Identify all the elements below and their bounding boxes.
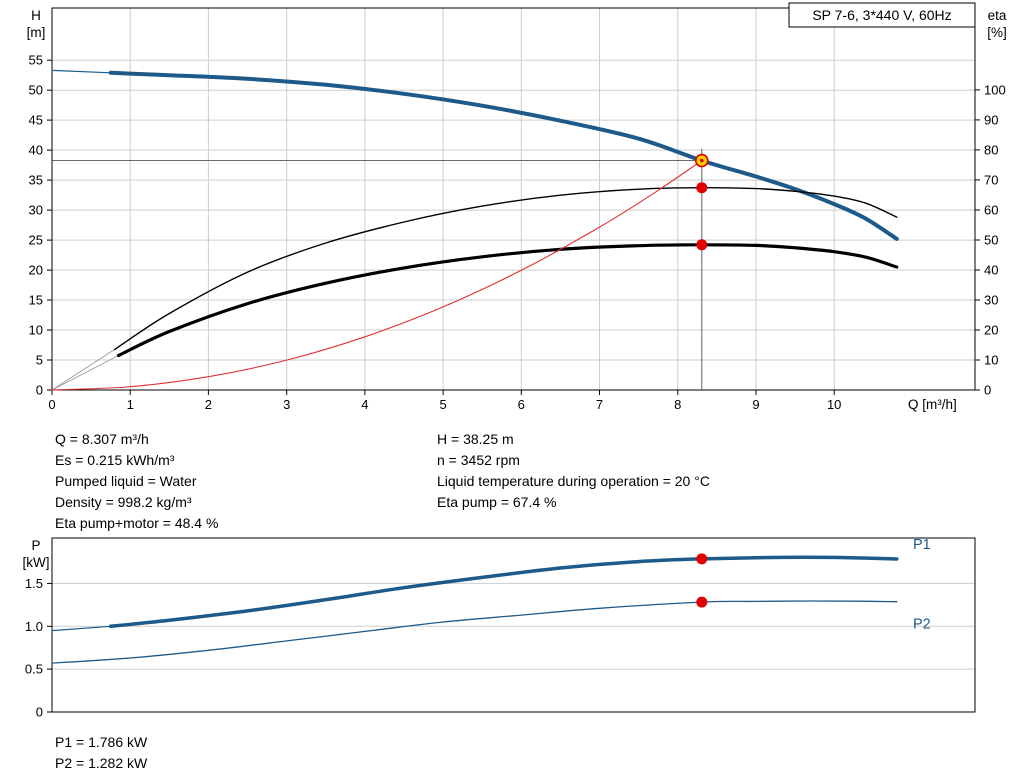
left-axis-label: H [31,8,41,23]
annotation-line: Es = 0.215 kWh/m³ [55,452,175,468]
right-tick-label: 50 [984,233,998,248]
right-tick-label: 40 [984,263,998,278]
right-tick-label: 30 [984,293,998,308]
title-box [788,2,976,28]
x-tick-label: 7 [596,397,603,412]
chart-title: SP 7-6, 3*440 V, 60Hz [812,7,951,23]
annotation-line: H = 38.25 m [437,431,514,447]
left-tick-label: 35 [29,173,43,188]
series-system-curve [51,160,703,391]
duty-data-right-column: H = 38.25 m n = 3452 rpm Liquid temperat… [437,429,710,513]
annotation-line: Density = 998.2 kg/m³ [55,494,192,510]
left-tick-label: 10 [29,323,43,338]
p2-value-line: P2 = 1.282 kW [55,755,148,771]
x-axis-label: Q [m³/h] [908,397,957,412]
series-p2-curve [51,600,898,664]
series-head-curve-leadin [51,69,112,74]
x-tick-label: 4 [361,397,368,412]
right-tick-label: 70 [984,172,998,187]
duty-data-left-column: Q = 8.307 m³/h Es = 0.215 kWh/m³ Pumped … [55,429,218,534]
x-tick-label: 3 [283,397,290,412]
right-tick-label: 100 [984,82,1006,97]
left-tick-label: 5 [36,353,43,368]
plot-border [51,537,976,713]
right-axis-label: [%] [987,25,1007,40]
left-tick-label: 20 [29,263,43,278]
annotation-line: Eta pump = 67.4 % [437,494,557,510]
left-tick-label: 55 [29,53,43,68]
power-chart: 0 0.5 1.0 1.5 P [kW] P1 P2 [23,537,976,720]
x-tick-label: 1 [127,397,134,412]
series-eta-pump-motor-leadin [51,355,119,391]
left-tick-label: 25 [29,233,43,248]
left-tick-label: 15 [29,293,43,308]
series-eta-pump-curve [113,186,898,351]
x-tick-label: 9 [752,397,759,412]
p2-duty-dot [696,596,708,608]
eta-pump-motor-duty-dot [696,239,708,251]
right-tick-label: 60 [984,203,998,218]
right-tick-label: 0 [984,383,991,398]
left-tick-label: 45 [29,113,43,128]
series-p1-curve-leadin [51,625,112,632]
right-tick-label: 80 [984,142,998,157]
right-tick-label: 90 [984,112,998,127]
x-tick-label: 6 [518,397,525,412]
annotation-line: Liquid temperature during operation = 20… [437,473,710,489]
series-eta-pump-leadin [51,349,116,391]
left-axis-label: [kW] [23,555,50,570]
left-tick-label: 50 [29,83,43,98]
annotation-line: Eta pump+motor = 48.4 % [55,515,219,531]
left-axis-label: [m] [27,25,46,40]
hq-eta-chart: 0510152025303540455055010203040506070809… [27,2,1007,412]
power-values-block: P1 = 1.786 kW P2 = 1.282 kW [55,732,147,774]
left-axis-label: P [31,538,40,553]
series-eta-pump-motor-curve [116,243,899,358]
left-tick-label: 1.0 [25,619,43,634]
eta-pump-duty-dot [696,182,708,194]
x-tick-label: 5 [439,397,446,412]
x-tick-label: 10 [827,397,841,412]
duty-point-center [700,158,704,163]
left-tick-label: 0 [36,383,43,398]
x-tick-label: 8 [674,397,681,412]
x-tick-label: 0 [48,397,55,412]
left-tick-label: 40 [29,143,43,158]
series-label-P1: P1 [913,537,931,553]
plot-border [51,7,976,391]
left-tick-label: 1.5 [25,576,43,591]
series-p1-curve [108,555,899,629]
right-axis-label: eta [988,8,1007,23]
annotation-line: Pumped liquid = Water [55,473,197,489]
left-tick-label: 0.5 [25,662,43,677]
series-head-curve [108,70,899,241]
right-tick-label: 20 [984,323,998,338]
annotation-line: n = 3452 rpm [437,452,520,468]
series-label-P2: P2 [913,617,931,633]
p1-value-line: P1 = 1.786 kW [55,734,148,750]
left-tick-label: 0 [36,705,43,720]
right-tick-label: 10 [984,353,998,368]
p1-duty-dot [696,553,708,565]
annotation-line: Q = 8.307 m³/h [55,431,149,447]
x-tick-label: 2 [205,397,212,412]
left-tick-label: 30 [29,203,43,218]
